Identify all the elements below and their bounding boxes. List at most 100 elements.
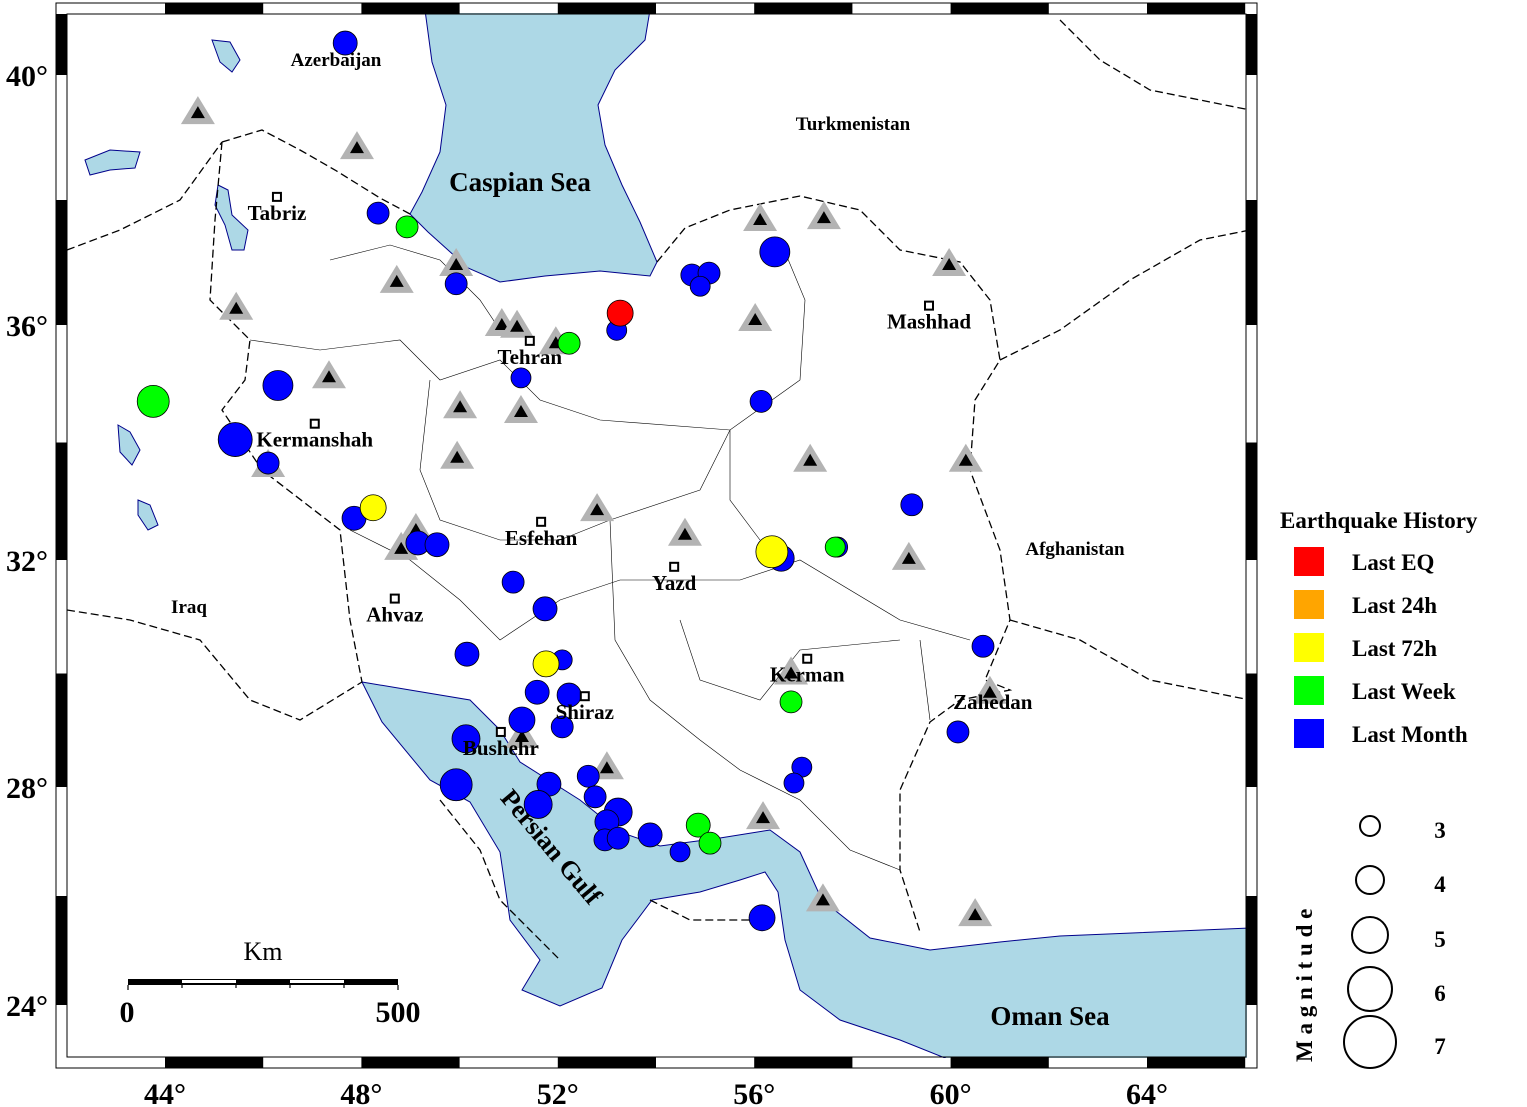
- earthquake-marker[interactable]: [454, 641, 480, 667]
- cities-layer: Tabriz Tehran Mashhad Kermanshah Esfehan Yazd…: [248, 191, 1033, 760]
- label-turkmenistan: Turkmenistan: [796, 114, 911, 135]
- city-square-icon: [579, 691, 590, 702]
- city-label: Tabriz: [248, 201, 307, 225]
- label-oman-sea: Oman Sea: [990, 1001, 1110, 1031]
- lake-iraq: [117, 424, 141, 466]
- label-afghanistan: Afghanistan: [1025, 539, 1125, 560]
- label-iraq: Iraq: [171, 597, 207, 618]
- earthquake-marker[interactable]: [256, 451, 280, 475]
- city-square-icon: [389, 593, 400, 604]
- earthquake-marker[interactable]: [359, 494, 387, 522]
- legend-label-last: Last EQ: [1352, 550, 1434, 575]
- land: [67, 13, 1247, 1058]
- lat-tick-label: 36°: [6, 310, 48, 343]
- earthquake-marker[interactable]: [783, 772, 805, 794]
- earthquake-marker[interactable]: [946, 720, 970, 744]
- earthquake-marker[interactable]: [451, 724, 481, 754]
- city-square-icon: [271, 191, 282, 202]
- lon-tick-label: 64°: [1126, 1078, 1168, 1107]
- earthquake-marker[interactable]: [508, 706, 536, 734]
- magnitude-circle-icon: [1343, 1015, 1397, 1069]
- earthquake-marker[interactable]: [217, 422, 253, 457]
- earthquake-marker[interactable]: [510, 367, 532, 389]
- earthquake-marker[interactable]: [637, 822, 663, 848]
- earthquake-marker[interactable]: [900, 493, 924, 517]
- station-triangle-icon: [311, 360, 346, 389]
- magnitude-label: 3: [1434, 818, 1446, 843]
- station-triangle-icon: [738, 303, 773, 331]
- earthquake-marker[interactable]: [824, 536, 846, 558]
- earthquake-marker[interactable]: [501, 570, 525, 594]
- earthquake-marker[interactable]: [532, 596, 558, 622]
- city-square-icon: [536, 516, 547, 527]
- caspian-sea: [409, 13, 658, 283]
- legend-label-month: Last Month: [1352, 722, 1468, 747]
- earthquake-marker[interactable]: [583, 785, 607, 809]
- city-label: Shiraz: [556, 700, 614, 724]
- city-square-icon: [524, 335, 535, 346]
- earthquake-marker[interactable]: [755, 535, 789, 569]
- magnitude-title: M a g n i t u d e: [1292, 909, 1317, 1062]
- magnitude-circle-icon: [1359, 815, 1381, 837]
- station-triangle-icon: [339, 131, 374, 160]
- earthquake-marker[interactable]: [550, 715, 574, 739]
- city-label: Esfehan: [505, 526, 578, 550]
- earthquake-marker[interactable]: [685, 812, 711, 838]
- city-label: Kerman: [770, 663, 845, 687]
- scale-unit: Km: [244, 937, 283, 966]
- earthquake-marker[interactable]: [759, 236, 791, 268]
- earthquake-marker[interactable]: [606, 299, 634, 327]
- earthquake-marker[interactable]: [262, 370, 294, 401]
- magnitude-label: 4: [1434, 872, 1446, 897]
- earthquake-marker[interactable]: [698, 831, 722, 855]
- legend-swatch-last: [1294, 547, 1324, 576]
- legend-swatch-month: [1294, 719, 1324, 748]
- city-square-icon: [495, 726, 506, 737]
- lat-tick-label: 40°: [6, 60, 48, 93]
- earthquake-marker[interactable]: [136, 384, 170, 418]
- international-borders: [67, 19, 1247, 961]
- scale-end: 500: [376, 996, 421, 1029]
- earthquake-marker[interactable]: [332, 30, 358, 56]
- station-triangle-icon: [443, 390, 478, 419]
- earthquake-marker[interactable]: [532, 650, 560, 678]
- earthquake-marker[interactable]: [576, 764, 600, 788]
- station-triangle-icon: [503, 394, 538, 423]
- station-triangle-icon: [384, 531, 419, 560]
- earthquake-marker[interactable]: [523, 790, 553, 819]
- earthquake-marker[interactable]: [689, 275, 711, 297]
- earthquake-marker[interactable]: [439, 768, 473, 802]
- persian-gulf-oman-sea: [361, 681, 1247, 1058]
- earthquake-marker[interactable]: [971, 634, 995, 658]
- earthquake-marker[interactable]: [779, 690, 803, 714]
- earthquakes-layer: [136, 30, 995, 932]
- legend-swatch-week: [1294, 676, 1324, 705]
- earthquake-marker[interactable]: [366, 201, 390, 225]
- station-triangle-icon: [972, 675, 1007, 704]
- station-triangle-icon: [891, 541, 926, 570]
- earthquake-marker[interactable]: [557, 331, 581, 355]
- earthquake-marker[interactable]: [444, 272, 468, 296]
- scale-bar: Km 0 500: [120, 937, 421, 1029]
- legend-swatch-24h: [1294, 590, 1324, 619]
- station-triangle-icon: [948, 443, 983, 472]
- earthquake-marker[interactable]: [748, 904, 776, 932]
- lake-sevan: [211, 39, 241, 73]
- legend-label-week: Last Week: [1352, 679, 1456, 704]
- earthquake-marker[interactable]: [669, 841, 691, 863]
- station-triangle-icon: [440, 440, 475, 469]
- legend-title: Earthquake History: [1280, 508, 1478, 533]
- city-label: Mashhad: [887, 310, 971, 334]
- city-label: Tehran: [498, 345, 563, 369]
- lat-tick-label: 28°: [6, 772, 48, 805]
- earthquake-marker[interactable]: [749, 389, 773, 413]
- city-square-icon: [802, 653, 813, 664]
- city-square-icon: [309, 418, 320, 429]
- earthquake-marker[interactable]: [606, 826, 630, 850]
- label-azerbaijan: Azerbaijan: [291, 50, 382, 71]
- earthquake-marker[interactable]: [395, 215, 419, 239]
- magnitude-circle-icon: [1347, 966, 1393, 1012]
- earthquake-marker[interactable]: [424, 532, 450, 558]
- earthquake-marker[interactable]: [524, 679, 550, 705]
